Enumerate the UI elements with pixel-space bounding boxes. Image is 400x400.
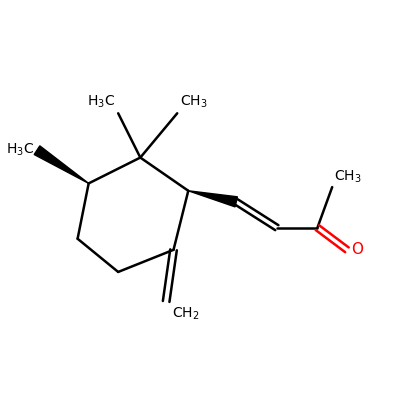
Text: O: O [351, 242, 363, 257]
Text: H$_3$C: H$_3$C [6, 142, 34, 158]
Polygon shape [34, 146, 89, 183]
Text: CH$_2$: CH$_2$ [172, 306, 199, 322]
Text: H$_3$C: H$_3$C [87, 94, 115, 110]
Polygon shape [188, 191, 238, 207]
Text: CH$_3$: CH$_3$ [180, 94, 208, 110]
Text: CH$_3$: CH$_3$ [334, 169, 362, 185]
